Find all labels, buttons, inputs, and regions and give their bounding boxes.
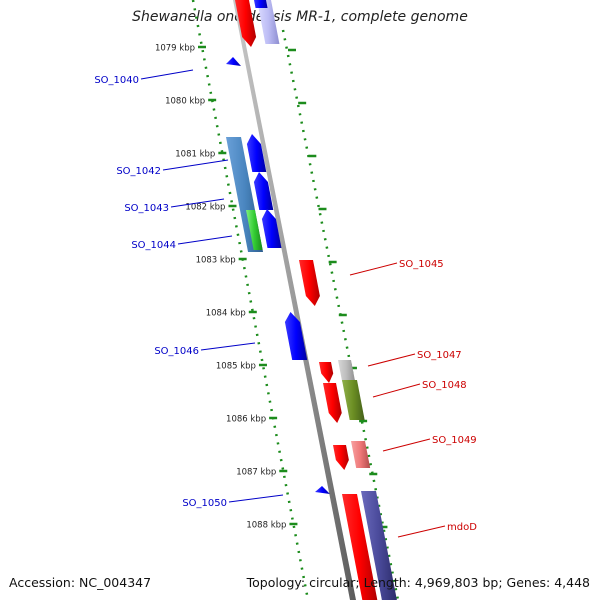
gene-so1046 <box>284 312 308 360</box>
gene-blue-top <box>254 0 268 8</box>
gene-label-so_1050: SO_1050 <box>182 498 227 509</box>
ruler-line-inner <box>191 0 310 600</box>
gene-so1040 <box>226 57 241 66</box>
ruler-tick-label: 1080 kbp <box>165 97 205 107</box>
ruler-tick-label: 1084 kbp <box>206 309 246 319</box>
gene-pink-1049 <box>351 441 371 468</box>
gene-label-mdod: mdoD <box>447 522 477 533</box>
gene-so1045 <box>299 260 320 306</box>
leader-line <box>140 69 194 80</box>
gene-label-so_1040: SO_1040 <box>94 75 139 86</box>
ruler-tick-label: 1081 kbp <box>175 150 215 160</box>
gene-green <box>246 210 263 250</box>
leader-line <box>162 159 229 171</box>
leader-line <box>372 383 421 398</box>
gene-red-1049 <box>333 445 349 470</box>
gene-label-so_1045: SO_1045 <box>399 259 444 270</box>
leader-line <box>228 494 284 503</box>
gene-label-so_1044: SO_1044 <box>131 240 176 251</box>
accession-text: Accession: NC_004347 <box>9 575 152 590</box>
gene-red-top <box>235 0 257 47</box>
ruler-tick-label: 1088 kbp <box>246 521 286 531</box>
ruler-tick-label: 1082 kbp <box>185 203 225 213</box>
gene-label-so_1046: SO_1046 <box>154 346 199 357</box>
gene-red-mdod <box>342 494 378 600</box>
gene-label-so_1047: SO_1047 <box>417 350 462 361</box>
gene-blue-1043 <box>253 172 274 210</box>
leader-line <box>382 438 431 452</box>
genome-summary-text: Topology: circular; Length: 4,969,803 bp… <box>246 575 590 590</box>
leader-line <box>367 353 416 367</box>
gene-label-so_1048: SO_1048 <box>422 380 467 391</box>
leader-line <box>397 525 446 538</box>
gene-gray-1047 <box>338 360 356 382</box>
leader-line <box>349 262 398 276</box>
gene-so1050 <box>315 486 330 494</box>
gene-olive-1048 <box>342 380 365 420</box>
ruler-tick-label: 1086 kbp <box>226 415 266 425</box>
ruler-tick-label: 1087 kbp <box>236 468 276 478</box>
leader-line <box>200 342 256 351</box>
gene-navy-mdod <box>361 491 397 600</box>
gene-red-1047 <box>319 362 334 383</box>
leader-line <box>177 235 233 245</box>
gene-label-so_1042: SO_1042 <box>116 166 161 177</box>
gene-label-so_1043: SO_1043 <box>124 203 169 214</box>
map-title: Shewanella oneidensis MR-1, complete gen… <box>132 9 468 25</box>
gene-lavender-top <box>257 0 280 44</box>
gene-blue-1042 <box>246 134 267 172</box>
gene-blue-1044 <box>261 209 282 248</box>
gene-red-1048 <box>323 383 342 423</box>
leader-line <box>170 198 225 208</box>
genome-backbone <box>233 0 356 600</box>
gene-label-so_1049: SO_1049 <box>432 435 477 446</box>
ruler-tick-label: 1085 kbp <box>216 362 256 372</box>
ruler-tick-label: 1079 kbp <box>155 44 195 54</box>
ruler-tick-label: 1083 kbp <box>196 256 236 266</box>
